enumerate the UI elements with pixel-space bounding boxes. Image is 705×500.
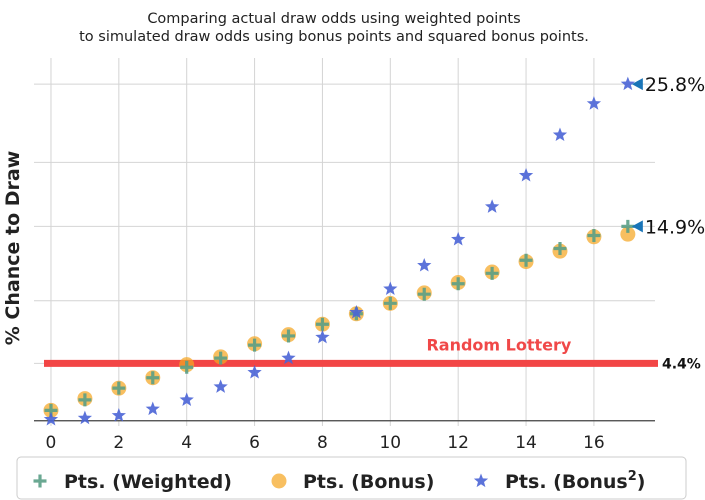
legend-label-bonus: Pts. (Bonus) [303, 471, 434, 493]
y-axis-label: % Chance to Draw [2, 151, 24, 346]
series-weighted [44, 219, 635, 417]
weighted-point [451, 277, 465, 291]
legend-frame [16, 456, 687, 500]
weighted-point [485, 266, 499, 280]
chart-title-line-2: to simulated draw odds using bonus point… [79, 29, 589, 45]
bonus-squared-point [552, 127, 568, 142]
x-tick-label: 0 [46, 433, 57, 453]
weighted-point [282, 329, 296, 343]
bonus-squared-point [586, 96, 602, 110]
weighted-point [214, 351, 228, 365]
chart-title-line-1: Comparing actual draw odds using weighte… [147, 11, 520, 27]
x-tick-label: 10 [379, 433, 401, 453]
random-lottery-value-label: 4.4% [662, 356, 701, 372]
bonus-squared-point [484, 199, 500, 213]
bonus-squared-point [145, 401, 160, 416]
end-value-bonus2: 25.8% [645, 74, 705, 96]
legend-label-bonus-squared-sup: 2 [628, 469, 637, 484]
weighted-point [112, 381, 126, 395]
legend-marker-bonus [271, 473, 287, 489]
bonus-squared-point [315, 329, 330, 344]
legend: Pts. (Weighted) Pts. (Bonus) Pts. (Bonus… [16, 456, 687, 500]
random-lottery-label: Random Lottery [426, 335, 571, 354]
x-tick-label: 2 [113, 433, 124, 453]
end-value-weighted: 14.9% [645, 216, 705, 238]
x-tick-label: 14 [515, 433, 537, 453]
x-tick-label: 12 [447, 433, 469, 453]
weighted-point [587, 228, 601, 242]
bonus-squared-point [417, 257, 432, 272]
series-bonus-squared [43, 76, 635, 426]
x-tick-label: 4 [181, 433, 192, 453]
series-bonus [43, 226, 636, 418]
weighted-point [417, 287, 431, 301]
bonus-squared-point [383, 281, 398, 296]
bonus-squared-point [349, 304, 364, 319]
weighted-point [383, 296, 397, 310]
legend-label-bonus-squared-end: ) [637, 471, 646, 493]
legend-circle-glyph [271, 473, 287, 489]
bonus-squared-point [620, 76, 635, 91]
legend-label-bonus-squared-base: Pts. (Bonus [505, 471, 628, 493]
bonus-squared-point [179, 392, 194, 406]
end-arrow-weighted [631, 220, 643, 233]
weighted-point [519, 253, 533, 267]
bonus-squared-point [247, 365, 262, 379]
weighted-point [180, 360, 194, 374]
x-tick-label: 6 [249, 433, 260, 453]
legend-marker-weighted [33, 474, 47, 488]
weighted-point [553, 242, 567, 256]
bonus-squared-point [77, 410, 93, 425]
bonus-squared-point [281, 350, 296, 365]
x-tick-label: 16 [583, 433, 605, 453]
weighted-point [146, 371, 160, 385]
end-annotations: 25.8% 14.9% [631, 74, 705, 238]
bonus-squared-point [43, 411, 59, 426]
x-tick-label: 8 [317, 433, 328, 453]
bonus-squared-point [213, 379, 228, 393]
random-lottery-group: Random Lottery 4.4% [44, 335, 701, 372]
series-layer [43, 76, 636, 426]
bonus-squared-point [111, 408, 126, 422]
bonus-squared-point [518, 167, 534, 182]
legend-plus-glyph [33, 474, 47, 488]
legend-label-bonus-squared: Pts. (Bonus2) [505, 469, 645, 493]
weighted-point [248, 338, 262, 352]
legend-marker-bonus-squared [473, 473, 489, 488]
grid [34, 58, 655, 426]
legend-label-weighted: Pts. (Weighted) [64, 471, 232, 493]
bonus-point [620, 226, 636, 242]
weighted-point [315, 317, 329, 331]
legend-star-glyph [473, 473, 489, 488]
weighted-point [78, 393, 92, 407]
end-arrow-bonus2 [631, 78, 643, 91]
bonus-squared-point [451, 231, 466, 246]
x-tick-labels: 0 2 4 6 8 10 12 14 16 [46, 433, 605, 453]
